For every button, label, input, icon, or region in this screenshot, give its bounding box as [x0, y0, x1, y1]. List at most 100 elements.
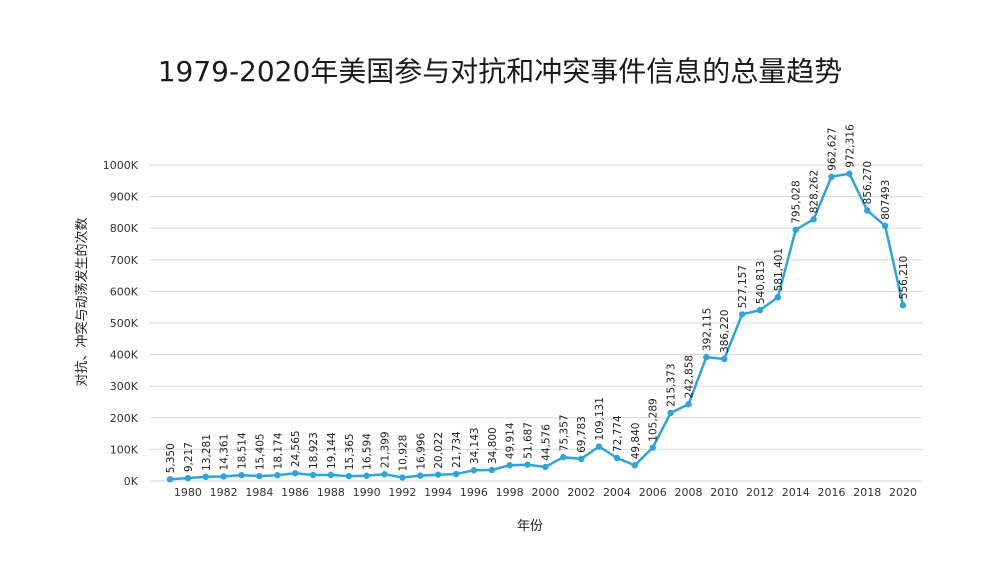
data-point — [542, 463, 549, 471]
data-point — [274, 472, 281, 479]
data-point — [721, 355, 728, 363]
x-tick-label: 1982 — [210, 486, 238, 499]
data-label: 5,350 — [165, 443, 177, 473]
x-tick-label: 2000 — [531, 486, 559, 499]
data-label: 109,131 — [594, 397, 606, 440]
x-tick-label: 1984 — [245, 486, 273, 499]
data-label: 795,028 — [791, 180, 803, 223]
x-tick-label: 1986 — [281, 486, 309, 499]
data-point — [506, 462, 513, 469]
data-label: 34,800 — [487, 427, 499, 464]
y-tick-label: 300K — [110, 380, 139, 393]
data-point — [613, 454, 621, 462]
x-tick-label: 2010 — [710, 486, 738, 499]
data-point — [685, 401, 692, 408]
data-point — [810, 216, 817, 223]
x-tick-label: 2002 — [567, 486, 595, 499]
y-axis-title: 对抗、冲突与动荡发生的次数 — [74, 217, 90, 386]
data-point — [792, 226, 799, 233]
x-tick-label: 2004 — [603, 486, 631, 499]
x-axis-title: 年份 — [517, 519, 543, 534]
data-point — [649, 444, 656, 451]
x-tick-label: 1980 — [174, 486, 202, 499]
y-tick-label: 200K — [110, 412, 139, 425]
x-tick-label: 2014 — [782, 486, 810, 499]
data-point — [524, 461, 531, 468]
x-tick-label: 2018 — [853, 486, 881, 499]
data-point — [184, 474, 192, 482]
y-tick-label: 500K — [110, 317, 139, 330]
data-label: 540,813 — [755, 261, 767, 304]
data-point — [595, 443, 603, 450]
data-point — [220, 473, 227, 480]
data-point — [381, 471, 388, 478]
x-tick-label: 1988 — [317, 486, 345, 499]
data-point — [363, 472, 370, 479]
data-label: 18,923 — [308, 432, 320, 469]
y-tick-label: 600K — [110, 285, 139, 298]
data-label: 72,774 — [612, 415, 624, 452]
x-tick-label: 2020 — [889, 486, 917, 499]
data-point — [202, 473, 209, 481]
data-label: 215,373 — [666, 363, 678, 406]
data-label: 807493 — [880, 180, 892, 220]
gridlines — [150, 164, 922, 482]
x-tick-label: 2012 — [746, 486, 774, 499]
data-point — [452, 470, 460, 478]
data-label: 9,217 — [183, 442, 195, 472]
data-label: 18,514 — [237, 432, 249, 469]
data-point — [703, 353, 710, 361]
data-labels: 5,350 9,217 13,281 14,361 18,514 15,405 18,174… — [165, 124, 910, 473]
x-axis-ticks: 1980 1982 1984 1986 1988 1990 1992 1994 1996 1998… — [174, 486, 917, 499]
data-point — [738, 311, 746, 318]
x-tick-label: 2016 — [817, 486, 845, 499]
data-point — [345, 472, 352, 480]
data-label: 20,022 — [433, 432, 445, 469]
data-label: 105,289 — [648, 398, 660, 441]
data-label: 10,928 — [397, 435, 409, 472]
y-tick-label: 100K — [110, 443, 139, 456]
x-tick-label: 1990 — [353, 486, 381, 499]
data-point — [667, 409, 674, 417]
data-label: 18,174 — [272, 432, 284, 469]
data-point — [560, 453, 567, 461]
data-label: 34,143 — [469, 427, 481, 464]
data-label: 972,316 — [844, 124, 856, 168]
data-label: 51,687 — [523, 422, 535, 459]
data-label: 21,734 — [451, 431, 463, 468]
data-point — [291, 470, 299, 477]
data-point — [399, 474, 406, 481]
data-point — [756, 306, 764, 314]
data-point — [434, 471, 442, 478]
data-label: 49,914 — [505, 422, 517, 459]
x-tick-label: 2006 — [639, 486, 667, 499]
data-label: 21,399 — [380, 431, 392, 468]
data-point — [899, 302, 907, 309]
data-point — [864, 207, 871, 214]
x-tick-label: 2008 — [674, 486, 702, 499]
y-tick-label: 800K — [110, 222, 139, 235]
data-label: 16,594 — [362, 433, 374, 470]
data-label: 16,996 — [415, 433, 427, 470]
data-point — [828, 173, 835, 181]
data-point — [417, 472, 424, 479]
data-point — [327, 471, 335, 479]
data-label: 19,144 — [326, 432, 338, 469]
data-label: 828,262 — [809, 170, 821, 213]
data-label: 386,220 — [719, 310, 731, 353]
y-tick-label: 400K — [110, 349, 139, 362]
x-tick-label: 1998 — [496, 486, 524, 499]
data-label: 44,576 — [540, 424, 552, 461]
data-label: 69,783 — [576, 416, 588, 453]
data-point — [238, 471, 245, 479]
x-tick-label: 1992 — [388, 486, 416, 499]
data-label: 581,401 — [773, 248, 785, 291]
data-label: 14,361 — [219, 434, 231, 471]
y-tick-label: 0K — [124, 475, 139, 488]
data-label: 75,357 — [558, 414, 570, 451]
data-point — [309, 471, 317, 479]
data-label: 556,210 — [898, 256, 910, 299]
y-axis-ticks: 0K 100K 200K 300K 400K 500K 600K 700K 800K 900K 10… — [103, 159, 139, 488]
data-label: 15,365 — [344, 433, 356, 470]
